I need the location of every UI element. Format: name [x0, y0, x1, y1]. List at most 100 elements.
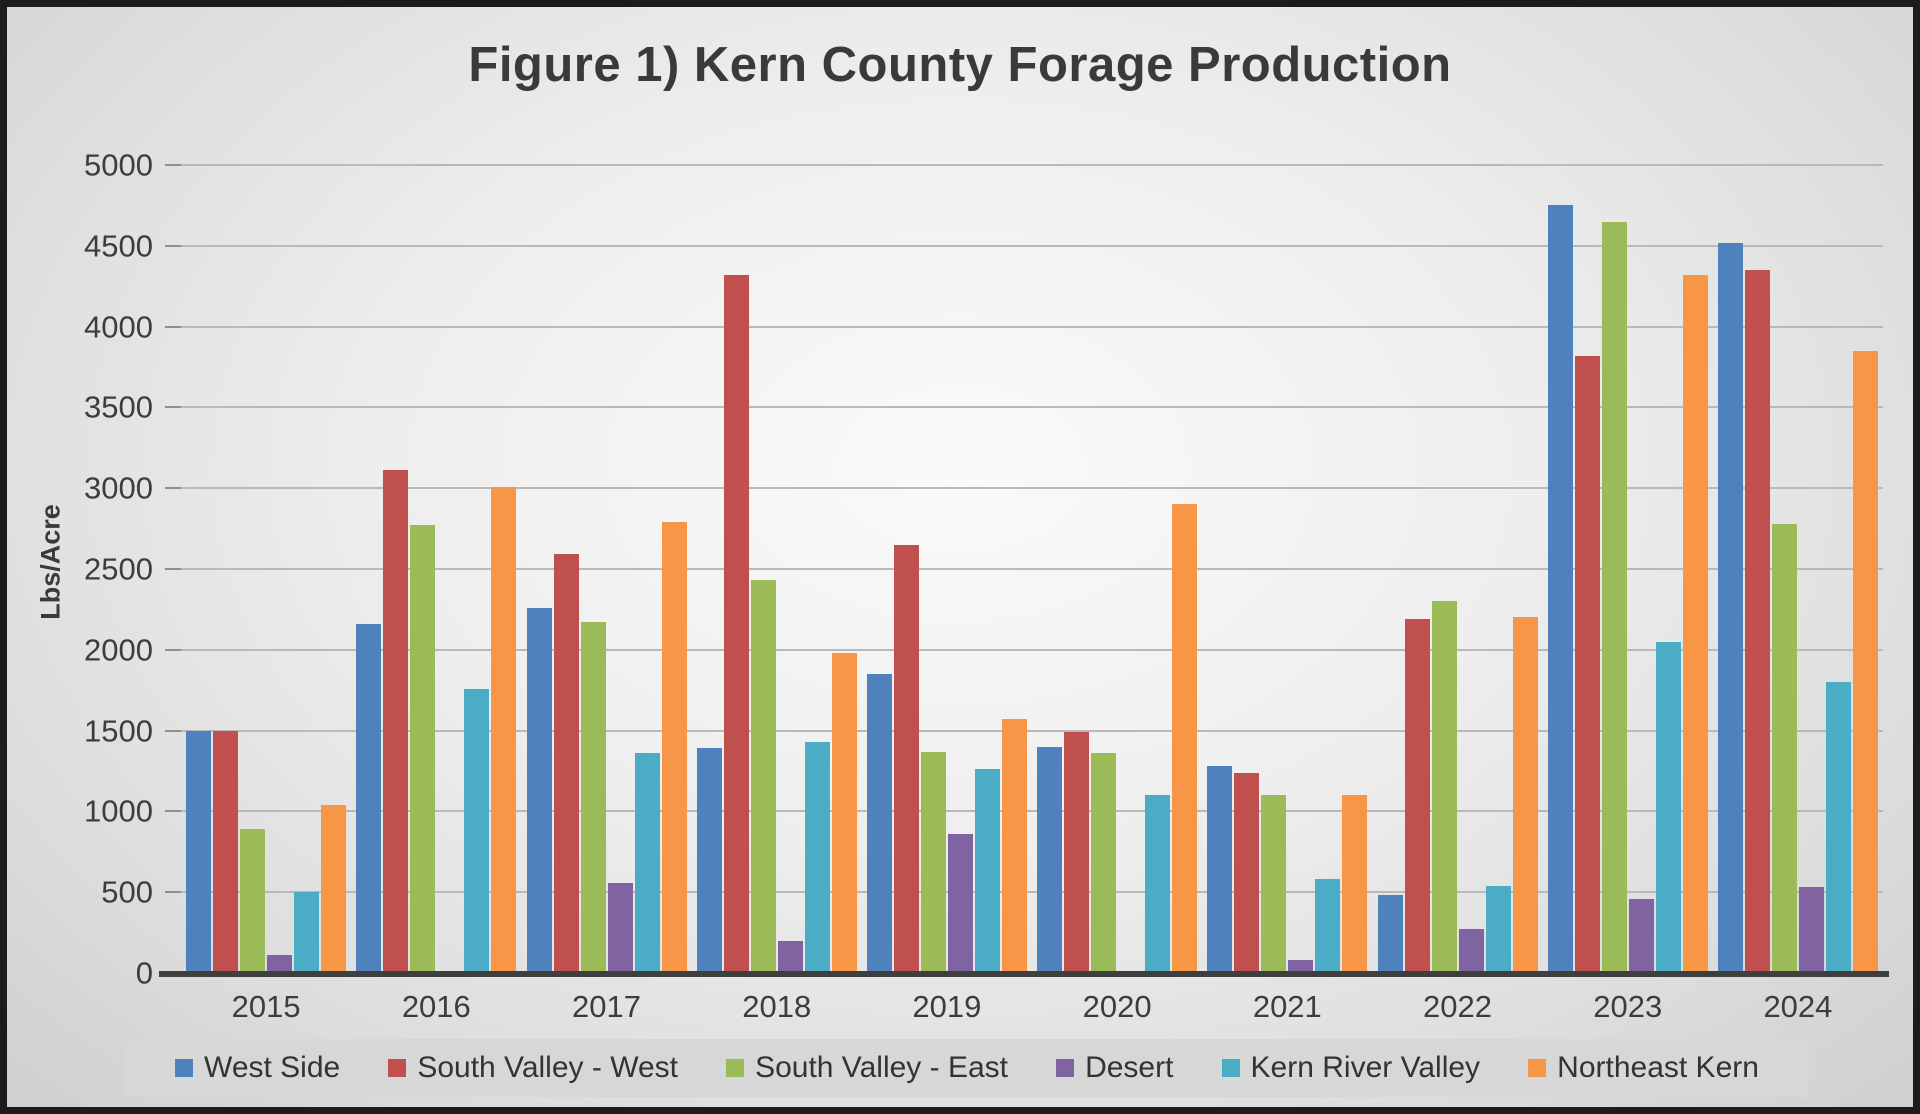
y-axis-tick-mark [165, 729, 181, 732]
legend-swatch-northeast-kern [1528, 1059, 1547, 1077]
x-axis-tick-label: 2015 [231, 989, 301, 1024]
bar-south-valley-west-2021 [1234, 772, 1260, 973]
y-axis-tick-label: 4000 [84, 309, 153, 345]
bar-northeast-kern-2021 [1342, 795, 1368, 973]
x-axis-tick-label: 2018 [742, 989, 812, 1024]
bar-west-side-2024 [1717, 242, 1743, 973]
bar-group-2024 [1713, 165, 1883, 973]
legend-swatch-south-valley-east [726, 1059, 745, 1077]
x-axis-tick-label: 2024 [1763, 989, 1833, 1024]
y-axis-tick-label: 1500 [84, 713, 153, 749]
bar-west-side-2015 [186, 730, 212, 973]
bar-kern-river-valley-2021 [1315, 879, 1341, 973]
bar-kern-river-valley-2015 [294, 892, 320, 973]
bar-west-side-2020 [1037, 746, 1063, 973]
y-axis-tick-label: 3000 [84, 470, 153, 506]
bar-group-2019 [862, 165, 1032, 973]
bar-group-2016 [351, 165, 521, 973]
gridline [181, 810, 1883, 813]
gridline [181, 648, 1883, 651]
bar-group-2015 [181, 165, 351, 973]
bar-kern-river-valley-2020 [1145, 795, 1171, 973]
bar-south-valley-west-2017 [553, 554, 579, 973]
bar-desert-2018 [777, 940, 803, 973]
x-axis-tick-label: 2020 [1082, 989, 1152, 1024]
gridline [181, 164, 1883, 166]
bar-group-2017 [521, 165, 691, 973]
bar-kern-river-valley-2018 [804, 741, 830, 973]
bar-south-valley-east-2021 [1261, 795, 1287, 973]
bar-south-valley-east-2015 [240, 829, 266, 973]
bar-south-valley-west-2023 [1574, 355, 1600, 973]
bar-south-valley-west-2020 [1064, 732, 1090, 973]
bar-west-side-2022 [1377, 895, 1403, 973]
bar-south-valley-east-2022 [1431, 601, 1457, 973]
legend-label-south-valley-east: South Valley - East [755, 1051, 1008, 1084]
legend-label-kern-river-valley: Kern River Valley [1250, 1051, 1481, 1084]
bar-desert-2023 [1628, 898, 1654, 973]
plot-area: 0 500 1000 1500 2000 2500 3000 3500 4000 4500 5000 [84, 150, 1883, 989]
bar-desert-2021 [1288, 960, 1314, 973]
y-axis-tick-label: 5000 [84, 147, 153, 183]
gridline [181, 568, 1883, 570]
bar-kern-river-valley-2022 [1485, 885, 1511, 973]
y-axis-tick-label: 500 [101, 874, 153, 910]
y-axis-tick-mark [165, 164, 181, 166]
bar-south-valley-east-2019 [920, 751, 946, 973]
bar-group-2022 [1372, 165, 1542, 973]
bar-west-side-2018 [696, 748, 722, 973]
legend-swatch-desert [1056, 1059, 1075, 1077]
y-axis-tick-mark [165, 891, 181, 894]
bar-south-valley-east-2016 [410, 525, 436, 973]
legend-label-desert: Desert [1085, 1051, 1174, 1084]
bar-south-valley-east-2020 [1091, 753, 1117, 973]
bar-south-valley-west-2024 [1744, 270, 1770, 973]
bar-desert-2017 [607, 882, 633, 973]
x-axis-tick-label: 2022 [1423, 989, 1492, 1024]
x-axis-tick-label: 2023 [1593, 989, 1663, 1024]
bar-northeast-kern-2022 [1512, 617, 1538, 973]
legend-label-west-side: West Side [204, 1051, 341, 1084]
gridline [181, 325, 1883, 328]
legend-item-west-side: West Side [175, 1051, 340, 1085]
bar-south-valley-west-2016 [383, 470, 409, 973]
y-axis-label: Lbs/Acre [35, 504, 66, 620]
bar-south-valley-east-2024 [1771, 523, 1797, 973]
bar-kern-river-valley-2016 [464, 688, 490, 973]
gridline [181, 729, 1883, 732]
legend-label-south-valley-west: South Valley - West [417, 1051, 678, 1084]
y-axis-tick-label: 1000 [84, 793, 153, 829]
bar-northeast-kern-2020 [1172, 504, 1198, 973]
bar-south-valley-east-2023 [1601, 221, 1627, 973]
bar-south-valley-west-2018 [723, 274, 749, 973]
bar-northeast-kern-2023 [1682, 274, 1708, 973]
x-axis-tick-label: 2019 [912, 989, 982, 1024]
bar-group-2020 [1032, 165, 1202, 973]
legend-item-kern-river-valley: Kern River Valley [1221, 1051, 1481, 1085]
y-axis-tick-label: 2000 [84, 632, 153, 668]
gridline [181, 244, 1883, 247]
bar-kern-river-valley-2019 [974, 769, 1000, 973]
bar-kern-river-valley-2024 [1825, 682, 1851, 973]
x-axis-line [159, 971, 1889, 977]
legend: West Side South Valley - West South Valley… [125, 1039, 1809, 1097]
y-axis-tick-mark [165, 648, 181, 651]
legend-swatch-kern-river-valley [1221, 1059, 1240, 1077]
bar-south-valley-east-2018 [750, 580, 776, 973]
bar-group-2018 [692, 165, 862, 973]
legend-label-northeast-kern: Northeast Kern [1557, 1051, 1759, 1084]
gridline [181, 487, 1883, 490]
bar-desert-2024 [1798, 887, 1824, 973]
bar-desert-2022 [1458, 929, 1484, 973]
bar-west-side-2023 [1547, 205, 1573, 973]
y-axis-tick-mark [165, 406, 181, 409]
chart-title: Figure 1) Kern County Forage Production [468, 38, 1452, 92]
legend-swatch-west-side [175, 1059, 194, 1077]
bar-northeast-kern-2018 [831, 653, 857, 973]
bar-kern-river-valley-2017 [634, 753, 660, 973]
legend-item-south-valley-west: South Valley - West [388, 1051, 678, 1085]
y-axis-tick-mark [165, 810, 181, 813]
y-axis-tick-label: 4500 [84, 228, 153, 264]
bar-south-valley-west-2022 [1404, 619, 1430, 973]
legend-item-south-valley-east: South Valley - East [726, 1051, 1008, 1085]
